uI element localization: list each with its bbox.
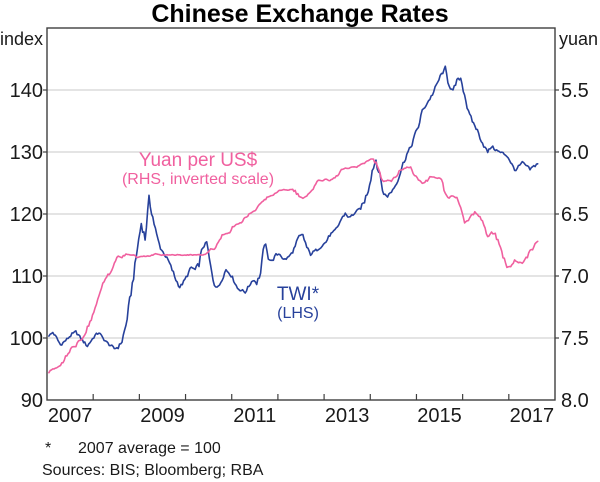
x-tick-label-2007: 2007	[48, 405, 93, 427]
left-tick-label-120: 120	[10, 204, 43, 226]
footnote-text: 2007 average = 100	[78, 440, 221, 457]
right-tick-label-7: 7.0	[561, 266, 589, 288]
right-tick-label-5.5: 5.5	[561, 80, 589, 102]
right-axis-unit-label: yuan	[559, 29, 599, 49]
right-tick-label-8: 8.0	[561, 390, 589, 412]
right-tick-label-6: 6.0	[561, 142, 589, 164]
yuan-series-label: Yuan per US$	[138, 150, 258, 171]
chart-title: Chinese Exchange Rates	[151, 0, 449, 28]
footnote-marker: *	[45, 440, 52, 457]
left-axis-unit-label: index	[0, 29, 44, 49]
left-tick-label-130: 130	[10, 142, 43, 164]
x-tick-label-2011: 2011	[233, 405, 276, 427]
twi-series-label: TWI*	[276, 284, 320, 305]
x-tick-label-2017: 2017	[510, 405, 555, 427]
left-tick-label-140: 140	[10, 80, 43, 102]
left-tick-label-100: 100	[10, 328, 43, 350]
x-tick-label-2009: 2009	[140, 405, 185, 427]
right-tick-label-7.5: 7.5	[561, 328, 589, 350]
twi-series-sublabel: (LHS)	[277, 305, 319, 322]
yuan-series-sublabel: (RHS, inverted scale)	[121, 171, 275, 188]
x-tick-label-2013: 2013	[325, 405, 370, 427]
right-tick-label-6.5: 6.5	[561, 204, 589, 226]
left-tick-label-110: 110	[11, 266, 43, 288]
twi-line	[48, 65, 539, 350]
sources-text: Sources: BIS; Bloomberg; RBA	[42, 462, 264, 479]
x-tick-label-2015: 2015	[417, 405, 462, 427]
left-tick-label-90: 90	[21, 390, 43, 412]
yuan-line	[48, 158, 539, 374]
